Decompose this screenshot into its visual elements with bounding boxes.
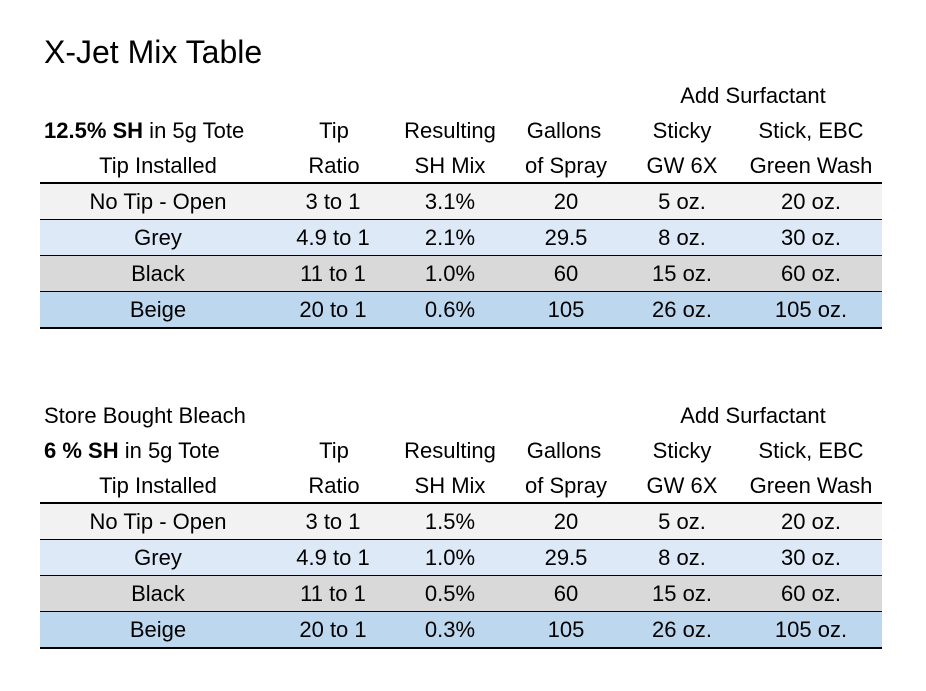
sh-mix: 2.1% <box>424 225 476 250</box>
ratio: 11 to 1 <box>300 261 366 286</box>
gallons: 20 <box>553 189 579 214</box>
tip-header: Tip <box>319 438 349 463</box>
bottom-rule <box>40 327 882 329</box>
surfactant-group-header: Add Surfactant <box>680 403 826 428</box>
tip-header: Tip <box>319 118 349 143</box>
tip-installed-header: Tip Installed <box>99 473 217 498</box>
sticky-amount: 15 oz. <box>652 581 712 606</box>
table-row <box>40 292 882 328</box>
table-row <box>40 256 882 292</box>
gw6x-header: GW 6X <box>646 153 718 178</box>
table-row <box>40 576 882 612</box>
green-wash-amount: 20 oz. <box>781 509 841 534</box>
gallons: 29.5 <box>544 225 588 250</box>
header-rule <box>40 182 882 184</box>
table-row <box>40 184 882 220</box>
resulting-header: Resulting <box>404 438 496 463</box>
sh-mix: 0.6% <box>424 297 476 322</box>
ratio: 3 to 1 <box>305 509 361 534</box>
green-wash-amount: 60 oz. <box>781 261 841 286</box>
sh-mix: 0.3% <box>424 617 476 642</box>
sticky-header: Sticky <box>652 438 712 463</box>
sticky-header: Sticky <box>652 118 712 143</box>
tip-name: Black <box>131 581 185 606</box>
tote-label: in 5g Tote <box>118 438 220 463</box>
resulting-header: Resulting <box>404 118 496 143</box>
table-caption: Store Bought Bleach <box>44 403 246 428</box>
sticky-amount: 26 oz. <box>652 617 712 642</box>
sh-mix-header: SH Mix <box>414 153 486 178</box>
ratio: 20 to 1 <box>299 297 367 322</box>
sh-mix: 1.0% <box>424 261 476 286</box>
green-wash-amount: 20 oz. <box>781 189 841 214</box>
ratio-header: Ratio <box>308 473 360 498</box>
tip-name: Grey <box>134 545 182 570</box>
gw6x-header: GW 6X <box>646 473 718 498</box>
green-wash-amount: 105 oz. <box>774 297 848 322</box>
green-wash-amount: 30 oz. <box>781 545 841 570</box>
green-wash-header: Green Wash <box>749 473 873 498</box>
sticky-amount: 5 oz. <box>658 509 706 534</box>
row-rule <box>40 539 882 540</box>
header-rule <box>40 502 882 504</box>
sh-mix: 0.5% <box>424 581 476 606</box>
table-row <box>40 612 882 648</box>
tip-name: Grey <box>134 225 182 250</box>
of-spray-header: of Spray <box>525 153 607 178</box>
row-rule <box>40 291 882 292</box>
tip-installed-header: Tip Installed <box>99 153 217 178</box>
gallons: 20 <box>553 509 579 534</box>
tip-name: Beige <box>129 297 187 322</box>
table-row <box>40 504 882 540</box>
tip-name: Beige <box>129 617 187 642</box>
row-rule <box>40 255 882 256</box>
page-title: X-Jet Mix Table <box>44 34 263 70</box>
gallons: 60 <box>553 261 579 286</box>
sticky-amount: 15 oz. <box>652 261 712 286</box>
sh-mix: 1.5% <box>424 509 476 534</box>
ratio: 20 to 1 <box>299 617 367 642</box>
of-spray-header: of Spray <box>525 473 607 498</box>
sh-mix-header: SH Mix <box>414 473 486 498</box>
sh-mix: 1.0% <box>424 545 476 570</box>
gallons: 105 <box>547 617 585 642</box>
concentration-value: 12.5% SH <box>44 118 144 143</box>
gallons-header: Gallons <box>526 438 602 463</box>
bottom-rule <box>40 647 882 649</box>
row-rule <box>40 611 882 612</box>
surfactant-group-header: Add Surfactant <box>680 83 826 108</box>
tip-name: No Tip - Open <box>89 509 227 534</box>
gallons: 105 <box>547 297 585 322</box>
green-wash-amount: 105 oz. <box>774 617 848 642</box>
green-wash-amount: 60 oz. <box>781 581 841 606</box>
stick-ebc-header: Stick, EBC <box>758 118 864 143</box>
stick-ebc-header: Stick, EBC <box>758 438 864 463</box>
ratio: 3 to 1 <box>305 189 361 214</box>
tote-label: in 5g Tote <box>143 118 245 143</box>
ratio: 4.9 to 1 <box>296 225 370 250</box>
tip-name: Black <box>131 261 185 286</box>
tip-name: No Tip - Open <box>89 189 227 214</box>
sticky-amount: 8 oz. <box>658 225 706 250</box>
concentration-header: 6 % SH in 5g Tote <box>44 433 284 469</box>
concentration-header: 12.5% SH in 5g Tote <box>44 113 284 149</box>
ratio-header: Ratio <box>308 153 360 178</box>
sh-mix: 3.1% <box>424 189 476 214</box>
ratio: 4.9 to 1 <box>296 545 370 570</box>
table-row <box>40 540 882 576</box>
sticky-amount: 5 oz. <box>658 189 706 214</box>
row-rule <box>40 575 882 576</box>
gallons-header: Gallons <box>526 118 602 143</box>
green-wash-header: Green Wash <box>749 153 873 178</box>
gallons: 29.5 <box>544 545 588 570</box>
ratio: 11 to 1 <box>300 581 366 606</box>
sticky-amount: 26 oz. <box>652 297 712 322</box>
concentration-value: 6 % SH <box>44 438 119 463</box>
table-row <box>40 220 882 256</box>
sticky-amount: 8 oz. <box>658 545 706 570</box>
gallons: 60 <box>553 581 579 606</box>
green-wash-amount: 30 oz. <box>781 225 841 250</box>
row-rule <box>40 219 882 220</box>
